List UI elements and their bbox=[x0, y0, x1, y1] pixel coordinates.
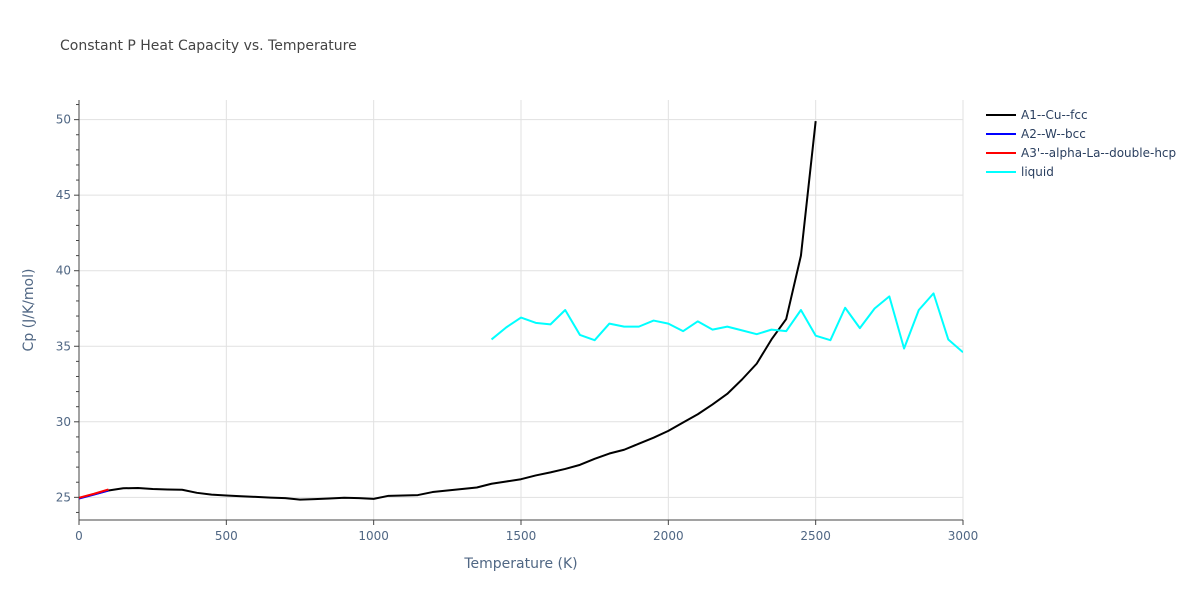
legend-item[interactable]: liquid bbox=[986, 165, 1054, 179]
y-tick-label: 50 bbox=[56, 113, 71, 127]
x-tick-label: 0 bbox=[75, 529, 83, 543]
plot-area bbox=[79, 121, 963, 501]
legend-item[interactable]: A3'--alpha-La--double-hcp bbox=[986, 146, 1176, 160]
series-line-3[interactable] bbox=[79, 488, 109, 499]
y-tick-label: 25 bbox=[56, 490, 71, 504]
legend-item[interactable]: A1--Cu--fcc bbox=[986, 108, 1088, 122]
x-tick-label: 1000 bbox=[358, 529, 389, 543]
chart-title: Constant P Heat Capacity vs. Temperature bbox=[60, 38, 357, 54]
legend-label: A1--Cu--fcc bbox=[1021, 108, 1088, 122]
y-tick-label: 35 bbox=[56, 339, 71, 353]
legend-label: liquid bbox=[1021, 165, 1054, 179]
y-tick-label: 30 bbox=[56, 415, 71, 429]
y-axis-ticks: 25 30 35 40 45 50 bbox=[56, 104, 79, 513]
x-tick-label: 2500 bbox=[800, 529, 831, 543]
legend-label: A2--W--bcc bbox=[1021, 127, 1086, 141]
x-axis-label: Temperature (K) bbox=[463, 556, 577, 572]
grid bbox=[79, 100, 964, 520]
series-line-1[interactable] bbox=[79, 121, 817, 501]
x-tick-label: 2000 bbox=[653, 529, 684, 543]
legend-label: A3'--alpha-La--double-hcp bbox=[1021, 146, 1176, 160]
x-tick-label: 3000 bbox=[948, 529, 979, 543]
x-axis-ticks: 0 500 1000 1500 2000 2500 3000 bbox=[75, 520, 978, 543]
y-axis-label: Cp (J/K/mol) bbox=[21, 269, 37, 352]
x-tick-label: 1500 bbox=[506, 529, 537, 543]
x-tick-label: 500 bbox=[215, 529, 238, 543]
y-tick-label: 40 bbox=[56, 264, 71, 278]
legend[interactable]: A1--Cu--fcc A2--W--bcc A3'--alpha-La--doub… bbox=[986, 108, 1176, 179]
y-tick-label: 45 bbox=[56, 188, 71, 202]
series-line-4[interactable] bbox=[490, 292, 963, 354]
legend-item[interactable]: A2--W--bcc bbox=[986, 127, 1086, 141]
